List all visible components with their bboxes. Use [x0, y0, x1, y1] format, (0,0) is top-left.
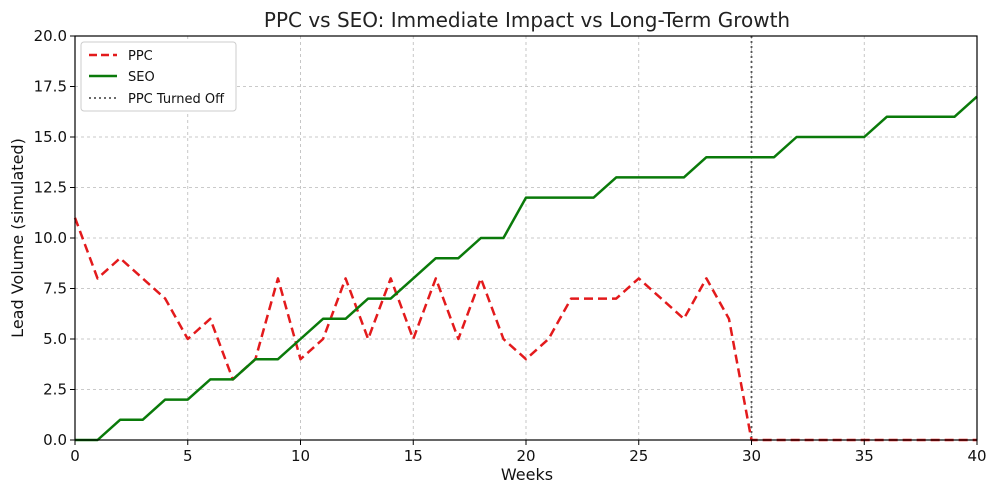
- y-tick-label: 20.0: [34, 27, 67, 45]
- y-axis-label: Lead Volume (simulated): [8, 138, 27, 338]
- seo-series-line: [75, 95, 978, 442]
- y-tick-label: 12.5: [34, 179, 67, 197]
- y-tick-label: 0.0: [43, 431, 67, 449]
- x-tick-label: 40: [967, 447, 986, 465]
- legend-box: [80, 41, 237, 112]
- legend-seo-label: SEO: [128, 70, 155, 85]
- x-tick-label: 20: [516, 447, 535, 465]
- axes: 0 5 10 15 20 25 30 35 40 0.0 2.5 5.0 7.5 10.0 12.5 15.0…: [34, 27, 987, 465]
- y-tick-label: 17.5: [34, 78, 67, 96]
- y-tick-label: 7.5: [43, 280, 67, 298]
- legend-vline-label: PPC Turned Off: [128, 92, 225, 107]
- legend: PPC SEO PPC Turned Off: [80, 41, 237, 112]
- y-tick-label: 15.0: [34, 128, 67, 146]
- x-tick-label: 25: [629, 447, 648, 465]
- y-tick-label: 2.5: [43, 381, 67, 399]
- x-tick-label: 0: [70, 447, 80, 465]
- ppc-series-line: [73, 217, 977, 442]
- chart-title: PPC vs SEO: Immediate Impact vs Long-Ter…: [264, 8, 790, 32]
- y-tick-label: 10.0: [34, 229, 67, 247]
- x-axis-label: Weeks: [501, 465, 553, 484]
- x-tick-label: 15: [404, 447, 423, 465]
- legend-ppc-label: PPC: [128, 49, 153, 64]
- x-tick-label: 35: [855, 447, 874, 465]
- y-tick-label: 5.0: [43, 330, 67, 348]
- x-tick-label: 30: [742, 447, 761, 465]
- x-tick-label: 5: [183, 447, 193, 465]
- x-tick-label: 10: [291, 447, 310, 465]
